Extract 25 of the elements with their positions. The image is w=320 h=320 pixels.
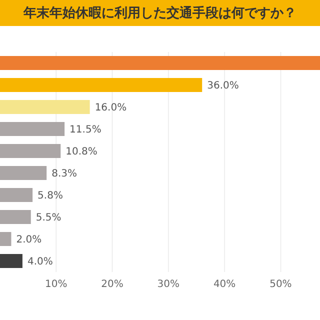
bar <box>0 56 320 70</box>
x-tick-label: 20% <box>101 279 124 290</box>
data-label: 5.8% <box>38 190 63 202</box>
bar <box>0 166 47 180</box>
chart-title: 年末年始休暇に利用した交通手段は何ですか？ <box>0 0 320 26</box>
x-tick-label: 40% <box>213 279 236 290</box>
data-label: 36.0% <box>207 80 239 92</box>
bar <box>0 144 61 158</box>
bar <box>0 232 12 246</box>
bar <box>0 78 202 92</box>
bar <box>0 122 65 136</box>
data-label: 10.8% <box>66 146 98 158</box>
data-label: 8.3% <box>52 168 78 180</box>
bar <box>0 254 22 268</box>
bar <box>0 210 31 224</box>
x-tick-label: 50% <box>270 279 292 290</box>
x-tick-label: 30% <box>157 279 180 290</box>
data-label: 5.5% <box>36 212 62 224</box>
data-label: 16.0% <box>94 102 127 114</box>
data-label: 4.0% <box>27 256 53 268</box>
bar <box>0 188 33 202</box>
bar <box>0 100 90 114</box>
data-label: 2.0% <box>16 234 42 246</box>
data-label: 11.5% <box>70 124 102 136</box>
x-tick-label: 10% <box>45 279 68 290</box>
